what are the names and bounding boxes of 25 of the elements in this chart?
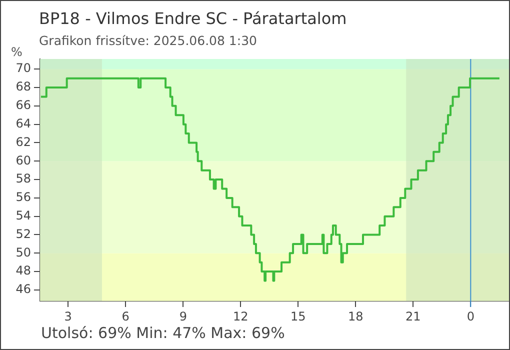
y-tick-label: 48 xyxy=(16,264,31,278)
x-tick-label: 21 xyxy=(406,309,421,324)
x-tick-label: 3 xyxy=(64,309,72,324)
y-tick-label: 68 xyxy=(16,80,31,94)
x-tick-label: 6 xyxy=(122,309,130,324)
x-tick-label: 9 xyxy=(179,309,187,324)
y-tick-label: 52 xyxy=(16,226,31,241)
y-tick-label: 62 xyxy=(16,134,31,149)
y-tick-label: 60 xyxy=(16,153,31,168)
y-tick-label: 54 xyxy=(16,208,31,222)
y-tick-label: 58 xyxy=(16,172,31,186)
y-tick-label: 66 xyxy=(16,98,31,112)
x-tick-label: 0 xyxy=(466,309,474,324)
y-tick-label: 64 xyxy=(16,116,31,130)
y-tick-label: 70 xyxy=(16,61,31,76)
chart-title: BP18 - Vilmos Endre SC - Páratartalom xyxy=(39,9,347,28)
y-tick-label: 56 xyxy=(16,190,31,204)
x-tick-label: 18 xyxy=(348,309,364,324)
text: Utolsó: 69% Min: 47% Max: 69% xyxy=(41,324,285,342)
x-tick-label: 15 xyxy=(290,309,306,324)
y-axis-title: % xyxy=(11,45,22,59)
y-tick-label: 46 xyxy=(16,282,31,296)
chart-subtitle: Grafikon frissítve: 2025.06.08 1:30 xyxy=(39,33,257,48)
y-tick-label: 50 xyxy=(16,245,31,260)
x-tick-label: 12 xyxy=(232,309,248,324)
